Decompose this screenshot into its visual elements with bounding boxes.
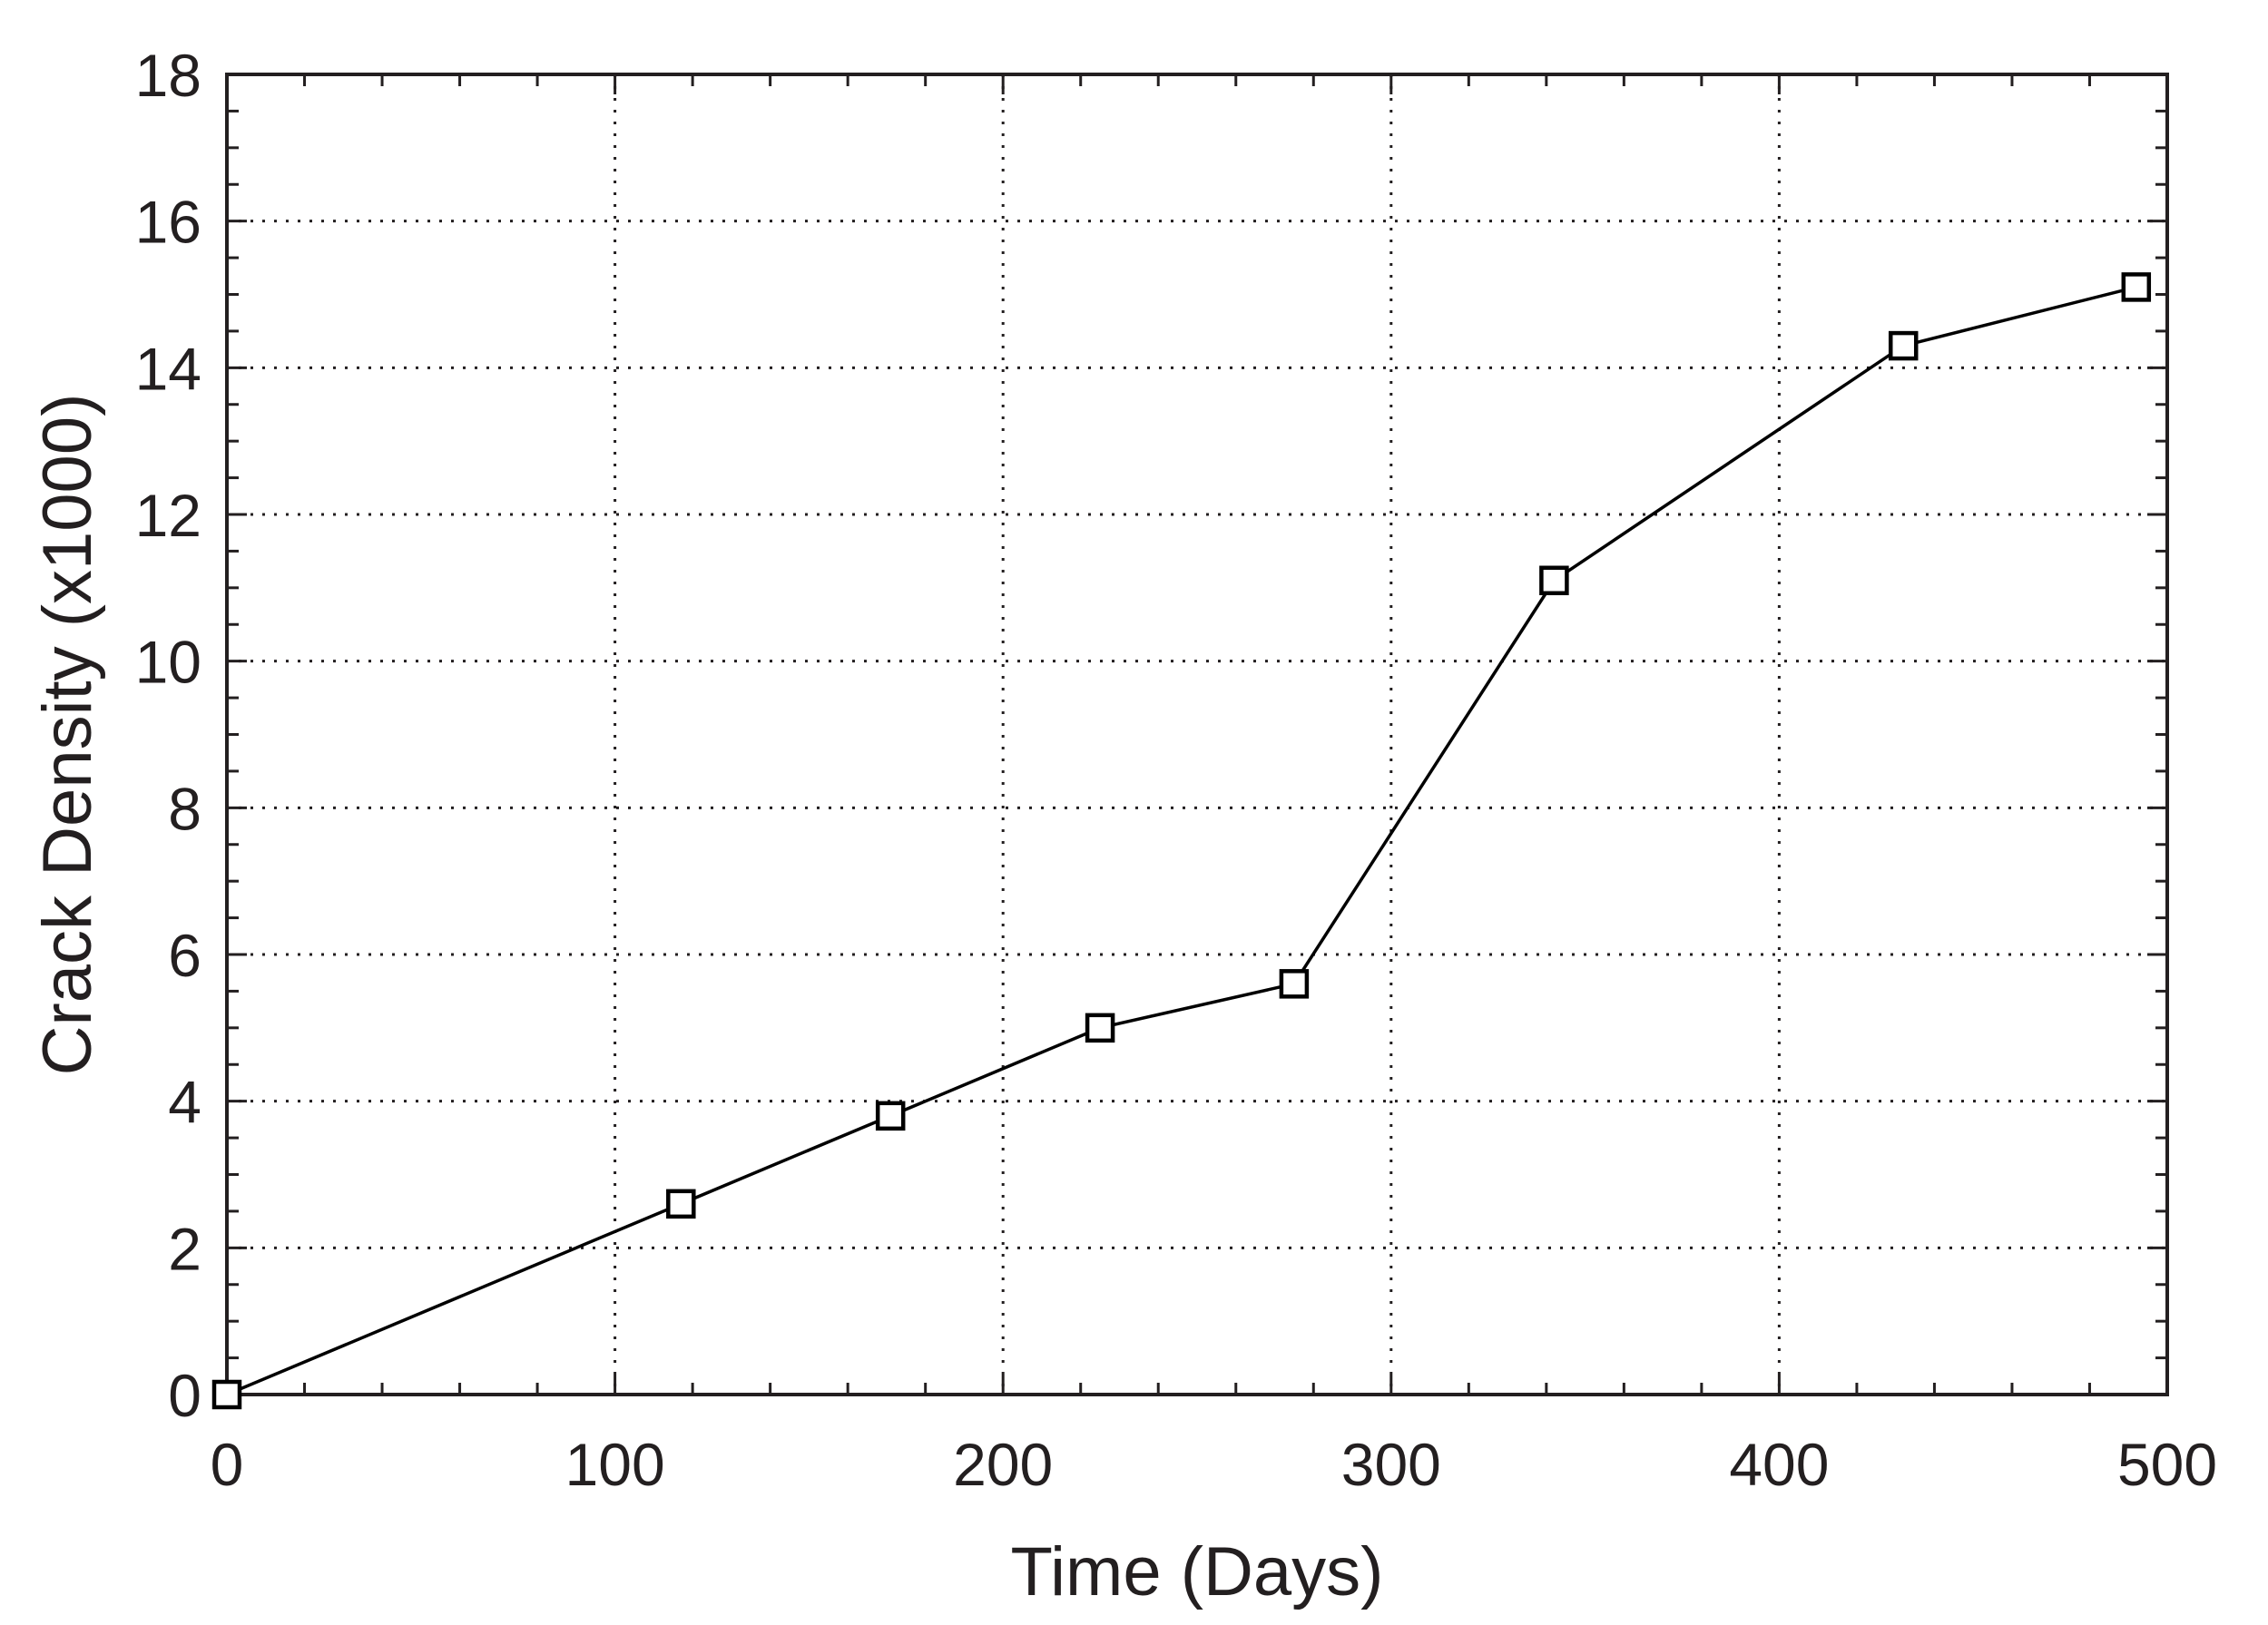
x-axis-title: Time (Days): [1011, 1533, 1384, 1610]
minor-ticks: [225, 73, 2169, 1396]
y-tick-label: 10: [135, 629, 201, 696]
y-tick-label: 6: [168, 922, 201, 989]
y-tick-label: 4: [168, 1069, 201, 1136]
plot-frame: [225, 73, 2169, 1396]
x-tick-label: 0: [211, 1431, 244, 1498]
y-tick-label: 14: [135, 335, 201, 402]
y-tick-label: 12: [135, 482, 201, 549]
data-point-marker: [1085, 1013, 1115, 1043]
x-tick-label: 400: [1729, 1431, 1829, 1498]
y-tick-label: 16: [135, 189, 201, 256]
y-tick-label: 18: [135, 42, 201, 109]
y-tick-label: 0: [168, 1362, 201, 1429]
data-point-marker: [875, 1101, 906, 1131]
data-point-marker: [2121, 272, 2152, 302]
series-line: [226, 285, 2137, 1396]
data-point-marker: [1539, 565, 1569, 595]
x-tick-label: 300: [1341, 1431, 1441, 1498]
y-axis-title: Crack Density (x1000): [29, 394, 106, 1076]
y-tick-label: 2: [168, 1215, 201, 1282]
x-tick-label: 100: [565, 1431, 665, 1498]
data-point-marker: [1888, 330, 1919, 361]
data-point-marker: [666, 1189, 696, 1219]
data-point-marker: [211, 1379, 242, 1410]
y-tick-label: 8: [168, 775, 201, 842]
data-series: [211, 272, 2152, 1410]
y-tick-labels: 0 2 4 6 8 10 12 14 16 18: [135, 42, 201, 1429]
x-tick-labels: 0 100 200 300 400 500: [211, 1431, 2217, 1498]
x-tick-label: 500: [2117, 1431, 2217, 1498]
grid-lines: [227, 74, 2167, 1395]
data-point-marker: [1279, 969, 1310, 999]
x-tick-label: 200: [953, 1431, 1053, 1498]
